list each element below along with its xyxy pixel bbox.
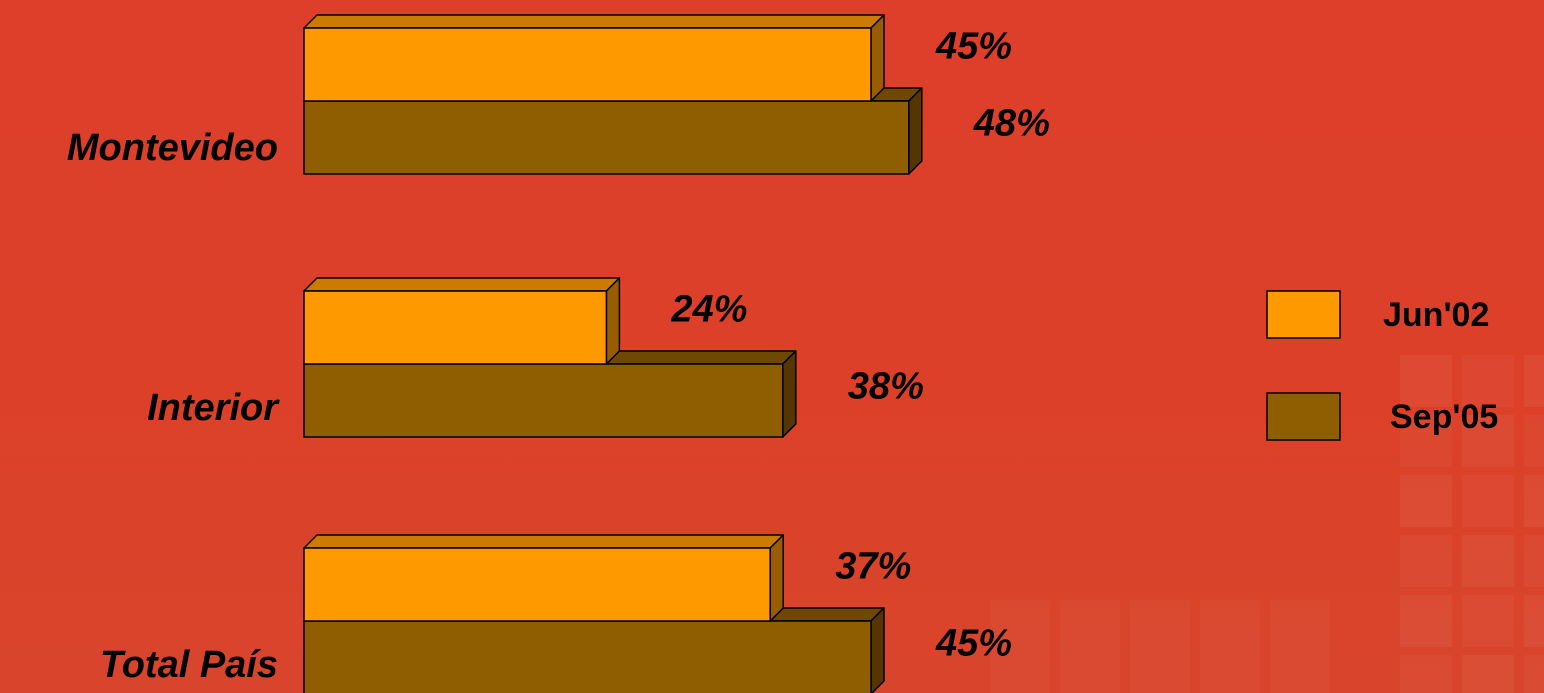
bar-top-face — [303, 277, 621, 292]
data-label: 37% — [835, 546, 911, 588]
bar-series-1 — [303, 14, 885, 102]
legend-swatch-series-1 — [1266, 290, 1341, 339]
bar-side-face — [782, 350, 797, 438]
bar-side-face — [870, 14, 885, 102]
bar-side-face — [769, 534, 784, 622]
legend-label-series-1: Jun'02 — [1383, 296, 1489, 334]
bar-series-2 — [303, 350, 797, 438]
background-tile — [1524, 595, 1544, 647]
background-tile — [1462, 655, 1514, 693]
category-label: Total País — [100, 644, 278, 686]
background-tile — [1462, 535, 1514, 587]
bar-series-1 — [303, 534, 784, 622]
legend: Jun'02 Sep'05 — [1266, 290, 1498, 441]
legend-swatch-series-2 — [1266, 392, 1341, 441]
background-tile — [1400, 595, 1452, 647]
data-label: 38% — [848, 366, 924, 408]
bar-top-face — [303, 14, 885, 29]
data-label: 45% — [935, 26, 1012, 68]
background-tile — [1400, 475, 1452, 527]
bar-front-face — [303, 100, 910, 175]
bars-layer — [303, 14, 923, 693]
labels-layer: Montevideo 48% 45% Interior 38% 24% Total País… — [67, 26, 1050, 687]
bar-top-face — [303, 534, 784, 549]
bar-front-face — [303, 290, 608, 365]
bar-front-face — [303, 27, 872, 102]
bar-front-face — [303, 363, 784, 438]
bar-front-face — [303, 620, 872, 693]
bar-side-face — [908, 87, 923, 175]
category-label: Interior — [147, 387, 280, 429]
background-tile — [1462, 415, 1514, 467]
background-tile — [1524, 475, 1544, 527]
data-label: 24% — [670, 289, 747, 331]
background-tile — [1400, 355, 1452, 407]
bar-side-face — [605, 277, 621, 365]
data-label: 48% — [973, 103, 1050, 145]
bar-front-face — [303, 547, 771, 622]
background-tile — [1524, 355, 1544, 407]
data-label: 45% — [935, 623, 1012, 665]
bar-series-1 — [303, 277, 621, 365]
bar-side-face — [870, 607, 885, 693]
category-label: Montevideo — [67, 127, 278, 169]
legend-label-series-2: Sep'05 — [1390, 398, 1498, 436]
